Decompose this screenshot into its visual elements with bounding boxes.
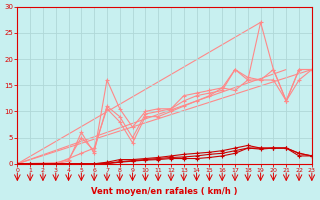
- X-axis label: Vent moyen/en rafales ( km/h ): Vent moyen/en rafales ( km/h ): [91, 187, 238, 196]
